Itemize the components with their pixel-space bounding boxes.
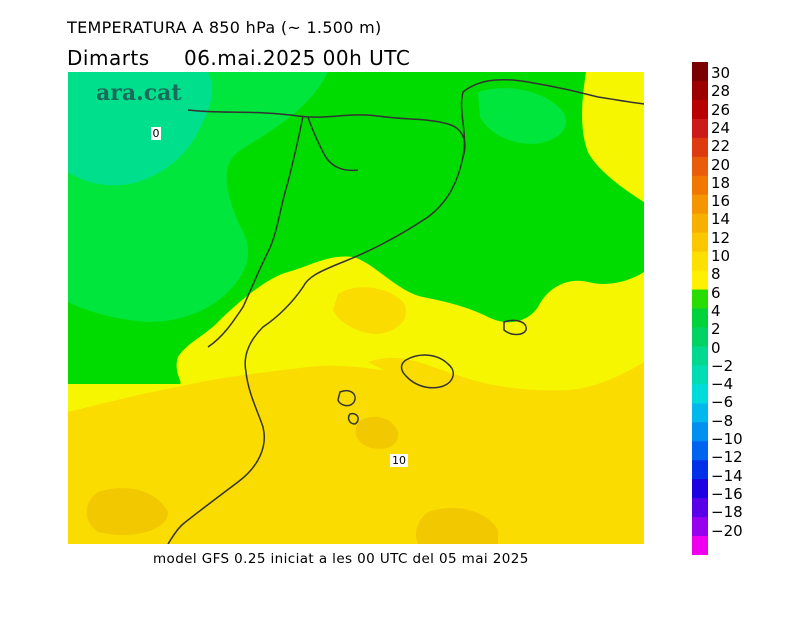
warm-blob-1 bbox=[355, 416, 399, 449]
colorbar-swatch bbox=[692, 346, 708, 366]
colorbar-swatch bbox=[692, 289, 708, 309]
mild-blob bbox=[333, 287, 407, 334]
colorbar-swatch bbox=[692, 479, 708, 499]
colorbar-tick-label: −8 bbox=[711, 411, 734, 430]
balearic-islands bbox=[337, 319, 527, 425]
colorbar-swatch bbox=[692, 62, 708, 82]
warm-blob-3 bbox=[416, 508, 498, 544]
colorbar-swatch bbox=[692, 403, 708, 423]
colorbar-tick-label: 2 bbox=[711, 320, 721, 339]
map-date: Dimarts 06.mai.2025 00h UTC bbox=[67, 46, 411, 70]
cool-blob-east bbox=[478, 88, 567, 144]
colorbar-swatch bbox=[692, 270, 708, 291]
colorbar-tick-label: −6 bbox=[711, 393, 734, 412]
warm-blob-2 bbox=[86, 488, 168, 536]
model-caption: model GFS 0.25 iniciat a les 00 UTC del … bbox=[153, 551, 529, 567]
mild-corner bbox=[582, 72, 644, 202]
temperature-map: ara.cat 0 10 bbox=[68, 72, 644, 544]
colorbar-swatch bbox=[692, 536, 708, 555]
colorbar-tick-label: 22 bbox=[711, 137, 731, 156]
colorbar-tick-label: 24 bbox=[711, 118, 731, 137]
map-title: TEMPERATURA A 850 hPa (~ 1.500 m) bbox=[67, 18, 382, 37]
contour-label-0: 0 bbox=[151, 127, 161, 140]
colorbar-swatch bbox=[692, 194, 708, 215]
colorbar-tick-label: 8 bbox=[711, 265, 721, 284]
warm-zone bbox=[68, 365, 644, 544]
colorbar-swatch bbox=[692, 498, 708, 518]
colorbar-tick-label: −14 bbox=[711, 466, 743, 485]
colorbar-swatch bbox=[692, 137, 708, 158]
colorbar-swatch bbox=[692, 441, 708, 461]
aracat-logo: ara.cat bbox=[96, 80, 182, 106]
colorbar-swatch bbox=[692, 460, 708, 480]
colorbar-tick-label: −18 bbox=[711, 503, 743, 522]
colorbar-tick-label: −20 bbox=[711, 521, 743, 540]
svg-text:10: 10 bbox=[392, 454, 406, 467]
colorbar-tick-label: 28 bbox=[711, 82, 731, 101]
warm-zone-east bbox=[368, 357, 644, 425]
svg-text:0: 0 bbox=[153, 127, 160, 140]
cold-zone bbox=[68, 72, 213, 186]
colorbar-tick-label: −10 bbox=[711, 430, 743, 448]
colorbar-swatch bbox=[692, 517, 708, 537]
colorbar-swatch bbox=[692, 156, 708, 177]
colorbar-swatch bbox=[692, 213, 708, 234]
colorbar-tick-label: 18 bbox=[711, 173, 731, 192]
colorbar-tick-label: 14 bbox=[711, 210, 731, 229]
colorbar-tick-label: −12 bbox=[711, 448, 743, 467]
colorbar-swatch bbox=[692, 327, 708, 347]
colorbar-tick-label: 4 bbox=[711, 301, 721, 320]
colorbar-tick-label: 10 bbox=[711, 247, 731, 265]
colorbar-tick-label: −4 bbox=[711, 375, 734, 394]
colorbar-tick-label: −2 bbox=[711, 356, 734, 375]
colorbar-tick-label: 26 bbox=[711, 100, 731, 119]
colorbar-swatch bbox=[692, 251, 708, 272]
colorbar-swatch bbox=[692, 175, 708, 196]
colorbar-swatch bbox=[692, 232, 708, 253]
coastlines bbox=[167, 78, 644, 544]
colorbar-swatch bbox=[692, 308, 708, 328]
colorbar-tick-label: 20 bbox=[711, 155, 731, 174]
colorbar-swatch bbox=[692, 99, 708, 120]
colorbar-swatch bbox=[692, 365, 708, 385]
colorbar-swatch bbox=[692, 422, 708, 442]
colorbar-tick-label: 0 bbox=[711, 338, 721, 357]
colorbar-tick-label: 30 bbox=[711, 64, 731, 82]
colorbar-tick-label: −16 bbox=[711, 484, 743, 503]
colorbar-swatch bbox=[692, 118, 708, 139]
colorbar bbox=[692, 62, 708, 555]
colorbar-tick-label: 16 bbox=[711, 192, 731, 211]
colorbar-swatch bbox=[692, 80, 708, 101]
contour-label-10: 10 bbox=[390, 454, 408, 467]
colorbar-swatch bbox=[692, 384, 708, 404]
colorbar-tick-label: 6 bbox=[711, 283, 721, 302]
colorbar-tick-label: 12 bbox=[711, 228, 731, 247]
